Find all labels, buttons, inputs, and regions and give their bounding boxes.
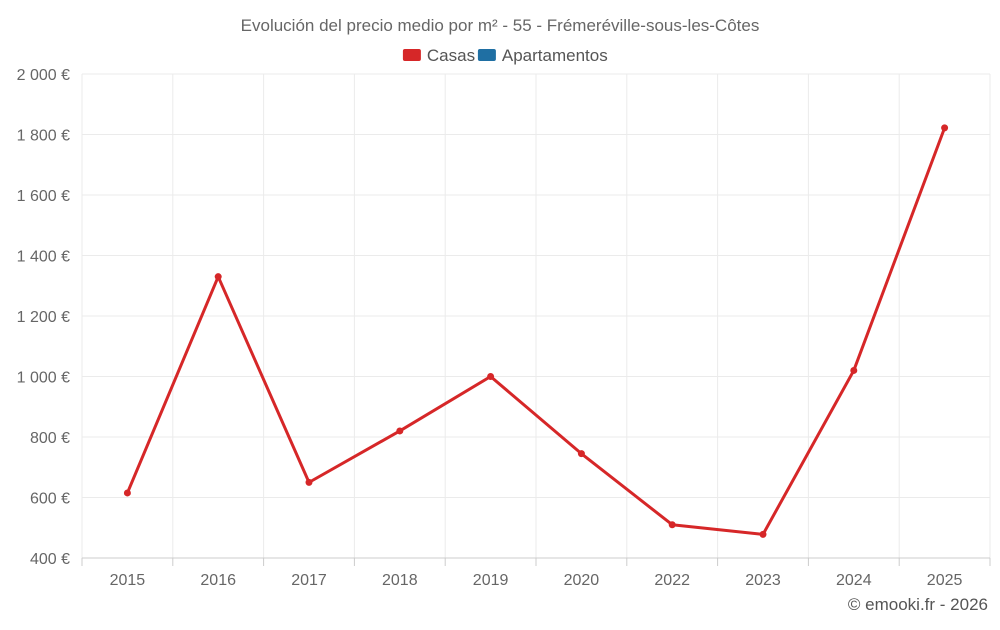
legend-swatch (402, 49, 421, 61)
grid (81, 73, 991, 559)
y-tick-label: 1 000 € (17, 370, 70, 387)
copyright-credit: © emooki.fr - 2026 (848, 595, 988, 614)
x-tick-label: 2015 (110, 572, 146, 589)
chart-title: Evolución del precio medio por m² - 55 -… (241, 16, 760, 35)
data-point-casas (941, 124, 949, 132)
x-tick-label: 2024 (836, 572, 872, 589)
series-line-casas (125, 126, 947, 536)
y-tick-label: 400 € (30, 551, 70, 568)
legend-item-casas: Casas (402, 46, 475, 65)
y-tick-label: 2 000 € (17, 67, 70, 84)
x-tick-label: 2023 (745, 572, 781, 589)
data-point-casas (487, 373, 495, 380)
data-point-casas (396, 427, 404, 435)
y-axis: 400 € 600 € 800 € 1 000 € 1 200 € 1 400 € 1 60… (17, 67, 70, 568)
series-layer (123, 124, 949, 538)
x-tick-label: 2017 (291, 572, 327, 589)
y-tick-label: 1 400 € (17, 249, 70, 266)
legend-swatch (477, 49, 496, 61)
data-point-casas (214, 273, 222, 281)
data-point-casas (305, 478, 313, 486)
x-tick-label: 2020 (564, 572, 600, 589)
y-tick-label: 1 600 € (17, 188, 70, 205)
legend-label: Casas (427, 46, 475, 65)
data-point-casas (850, 366, 858, 374)
x-tick-label: 2018 (382, 572, 418, 589)
legend-item-apartamentos: Apartamentos (477, 46, 608, 65)
x-tick-label: 2025 (927, 572, 963, 589)
data-point-casas (668, 521, 676, 529)
x-tick-label: 2016 (200, 572, 236, 589)
x-axis: 2015 2016 2017 2018 2019 2020 2022 2023 2024 2025 (81, 557, 991, 589)
y-tick-label: 1 800 € (17, 128, 70, 145)
y-tick-label: 600 € (30, 491, 70, 508)
y-tick-label: 1 200 € (17, 309, 70, 326)
data-point-casas (123, 489, 131, 497)
legend: Casas Apartamentos (402, 46, 608, 65)
data-point-casas (759, 530, 767, 538)
y-tick-label: 800 € (30, 430, 70, 447)
legend-label: Apartamentos (502, 46, 608, 65)
x-tick-label: 2019 (473, 572, 509, 589)
data-point-casas (577, 450, 585, 458)
x-tick-label: 2022 (654, 572, 690, 589)
